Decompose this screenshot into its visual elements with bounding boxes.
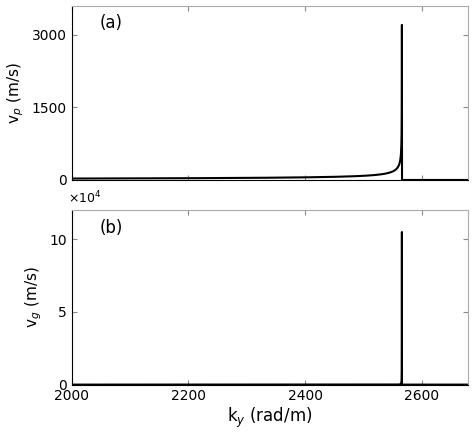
Text: $\times 10^4$: $\times 10^4$	[68, 190, 101, 207]
X-axis label: k$_y$ (rad/m): k$_y$ (rad/m)	[228, 406, 313, 430]
Text: (b): (b)	[100, 219, 123, 237]
Y-axis label: v$_g$ (m/s): v$_g$ (m/s)	[23, 266, 44, 328]
Text: (a): (a)	[100, 14, 122, 32]
Y-axis label: v$_p$ (m/s): v$_p$ (m/s)	[6, 62, 26, 124]
